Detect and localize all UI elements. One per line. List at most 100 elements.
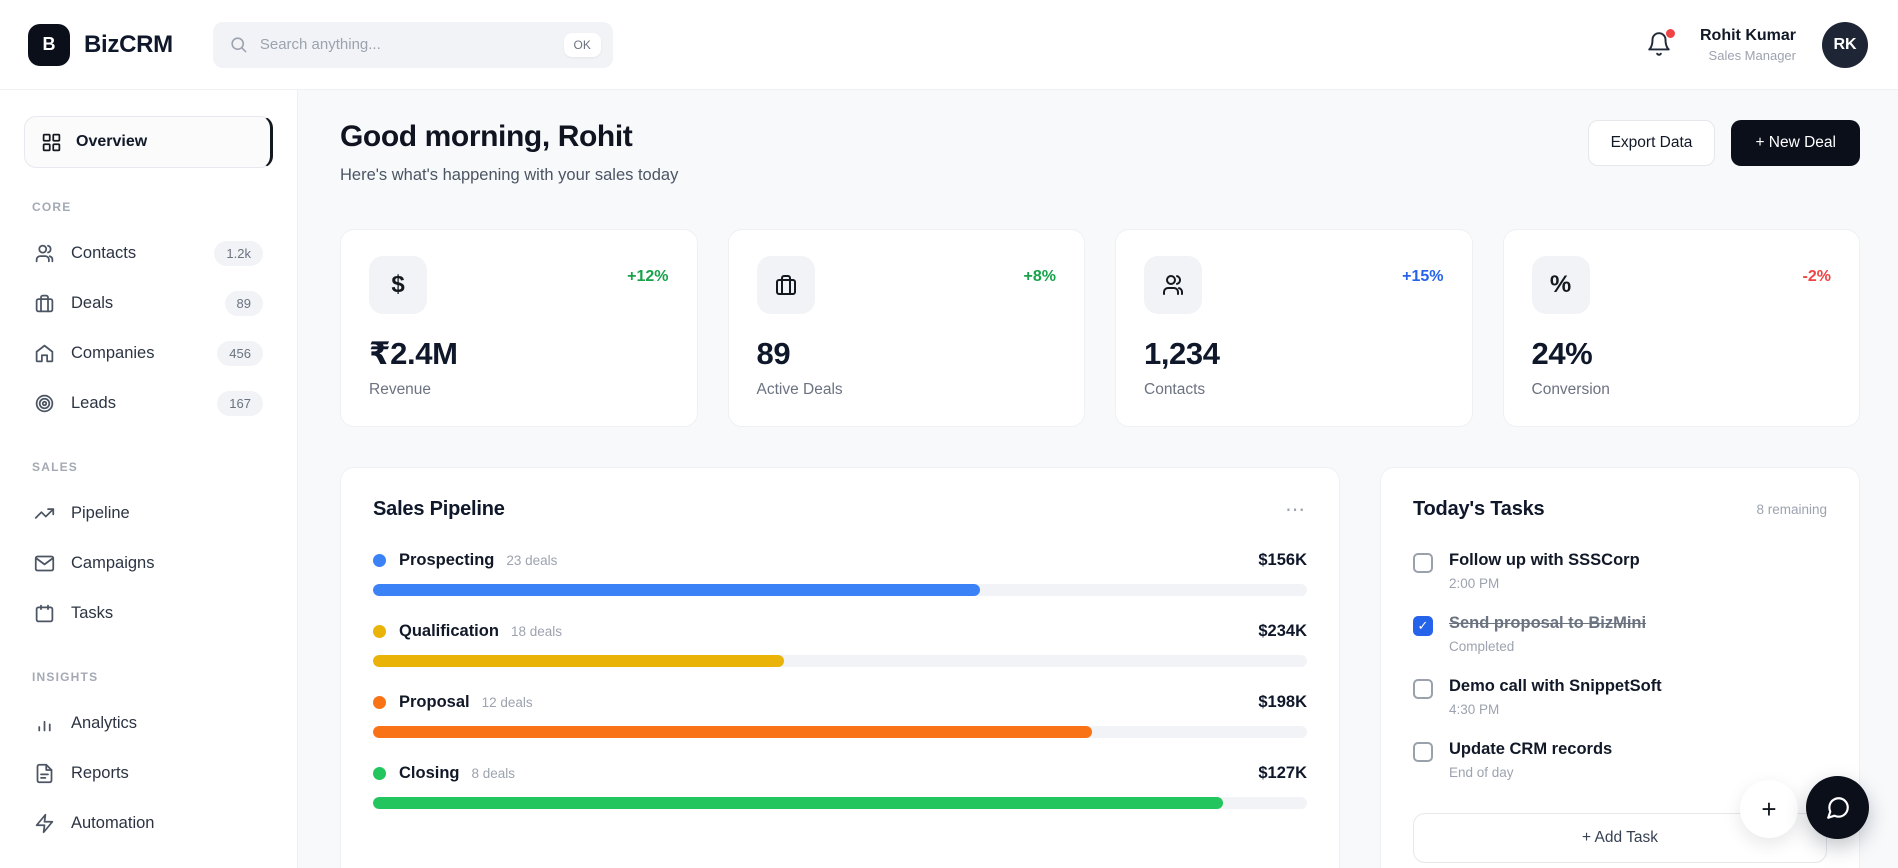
mail-icon <box>34 553 55 574</box>
avatar-initials: RK <box>1833 35 1857 53</box>
bell-icon <box>1648 31 1670 56</box>
chat-fab[interactable] <box>1806 776 1869 839</box>
stat-label: Revenue <box>369 381 432 398</box>
avatar[interactable]: RK <box>1822 21 1868 68</box>
progress-fill <box>373 584 981 596</box>
search-input[interactable] <box>259 36 564 53</box>
percent-icon: % <box>1531 256 1590 314</box>
grid-icon <box>42 133 61 151</box>
stage-dot <box>373 696 386 709</box>
task-checkbox[interactable] <box>1413 742 1433 762</box>
search-icon <box>229 35 248 54</box>
global-search[interactable]: OK <box>212 21 613 68</box>
progress-fill <box>373 726 1093 738</box>
new-deal-button[interactable]: + New Deal <box>1731 120 1860 166</box>
task-checkbox[interactable] <box>1413 553 1433 573</box>
stage-dot <box>373 554 386 567</box>
more-options-icon[interactable]: ⋯ <box>1285 498 1307 521</box>
sidebar-item-label: Reports <box>71 763 129 782</box>
export-data-button[interactable]: Export Data <box>1587 120 1716 166</box>
calendar-icon <box>34 603 55 624</box>
stat-delta: +15% <box>1402 268 1444 285</box>
task-checkbox-checked[interactable]: ✓ <box>1413 616 1433 636</box>
sidebar-item-label: Leads <box>71 393 116 412</box>
sidebar-badge: 456 <box>217 340 263 366</box>
bar-chart-icon <box>34 713 55 734</box>
stat-delta: -2% <box>1802 268 1831 285</box>
sidebar-item-campaigns[interactable]: Campaigns <box>24 538 273 588</box>
tasks-remaining: 8 remaining <box>1756 502 1827 517</box>
sidebar: Overview CORE Contacts 1.2k Deals 89 <box>0 90 298 868</box>
sales-pipeline-card: Sales Pipeline ⋯ Prospecting 23 deals $1… <box>340 467 1340 868</box>
section-label: CORE <box>32 200 72 214</box>
search-shortcut-badge: OK <box>563 32 601 57</box>
task-checkbox[interactable] <box>1413 679 1433 699</box>
sidebar-item-pipeline[interactable]: Pipeline <box>24 488 273 538</box>
progress-track <box>373 655 1307 667</box>
stat-value: ₹2.4M <box>369 336 458 371</box>
progress-track <box>373 726 1307 738</box>
check-icon: ✓ <box>1417 618 1429 633</box>
sidebar-item-label: Analytics <box>71 713 138 732</box>
sidebar-item-overview[interactable]: Overview <box>24 116 273 168</box>
sidebar-badge: 1.2k <box>214 240 263 266</box>
app-header: B BizCRM OK Rohit Kumar Sales Manager RK <box>0 0 1898 90</box>
sidebar-item-label: Companies <box>71 343 155 362</box>
sidebar-item-analytics[interactable]: Analytics <box>24 698 273 748</box>
zap-icon <box>34 813 55 834</box>
stat-card-contacts: +15% 1,234 Contacts <box>1115 229 1473 427</box>
sidebar-item-companies[interactable]: Companies 456 <box>24 328 273 378</box>
briefcase-icon <box>756 256 815 314</box>
sidebar-item-label: Campaigns <box>71 553 155 572</box>
todays-tasks-card: Today's Tasks 8 remaining Follow up with… <box>1380 467 1860 868</box>
pipeline-stage-qualification: Qualification 18 deals $234K <box>373 622 1307 667</box>
progress-fill <box>373 655 784 667</box>
trending-up-icon <box>34 503 55 524</box>
briefcase-icon <box>34 293 55 314</box>
stat-label: Contacts <box>1144 381 1206 398</box>
pipeline-title: Sales Pipeline <box>373 498 505 520</box>
progress-track <box>373 797 1307 809</box>
stat-card-active-deals: +8% 89 Active Deals <box>727 229 1085 427</box>
sidebar-badge: 89 <box>224 290 263 316</box>
users-icon <box>1144 256 1202 314</box>
notifications-button[interactable] <box>1646 28 1675 59</box>
stat-delta: +8% <box>1023 268 1056 285</box>
task-item: Update CRM records End of day <box>1413 740 1827 780</box>
sidebar-item-label: Tasks <box>71 603 114 622</box>
sidebar-item-label: Overview <box>76 133 148 150</box>
progress-fill <box>373 797 1223 809</box>
sidebar-section-insights: INSIGHTS Analytics Reports <box>24 670 273 848</box>
stat-delta: +12% <box>627 268 669 285</box>
home-icon <box>34 343 55 364</box>
stage-dot <box>373 625 386 638</box>
section-label: SALES <box>32 460 79 474</box>
brand-logo: B <box>28 23 70 66</box>
brand-name: BizCRM <box>84 30 173 58</box>
sidebar-item-leads[interactable]: Leads 167 <box>24 378 273 428</box>
sidebar-item-label: Contacts <box>71 243 137 262</box>
task-item: Follow up with SSSCorp 2:00 PM <box>1413 551 1827 591</box>
stat-value: 24% <box>1531 336 1593 371</box>
user-info: Rohit Kumar Sales Manager <box>1700 27 1796 63</box>
target-icon <box>34 393 55 414</box>
user-name: Rohit Kumar <box>1700 26 1796 44</box>
welcome-block: Good morning, Rohit Here's what's happen… <box>340 120 678 185</box>
task-item: ✓ Send proposal to BizMini Completed <box>1413 614 1827 654</box>
brand-logo-letter: B <box>42 34 56 54</box>
stat-card-revenue: $ +12% ₹2.4M Revenue <box>340 229 698 427</box>
sidebar-item-label: Automation <box>71 813 155 832</box>
pipeline-stage-closing: Closing 8 deals $127K <box>373 764 1307 809</box>
sidebar-item-automation[interactable]: Automation <box>24 798 273 848</box>
sidebar-section-sales: SALES Pipeline Campaigns <box>24 460 273 638</box>
sidebar-item-reports[interactable]: Reports <box>24 748 273 798</box>
quick-add-fab[interactable]: + <box>1740 780 1798 838</box>
progress-track <box>373 584 1307 596</box>
message-bubble-icon <box>1826 796 1849 819</box>
pipeline-stage-proposal: Proposal 12 deals $198K <box>373 693 1307 738</box>
section-label: INSIGHTS <box>32 670 99 684</box>
stat-label: Conversion <box>1531 381 1610 398</box>
sidebar-item-tasks[interactable]: Tasks <box>24 588 273 638</box>
sidebar-item-contacts[interactable]: Contacts 1.2k <box>24 228 273 278</box>
sidebar-item-deals[interactable]: Deals 89 <box>24 278 273 328</box>
